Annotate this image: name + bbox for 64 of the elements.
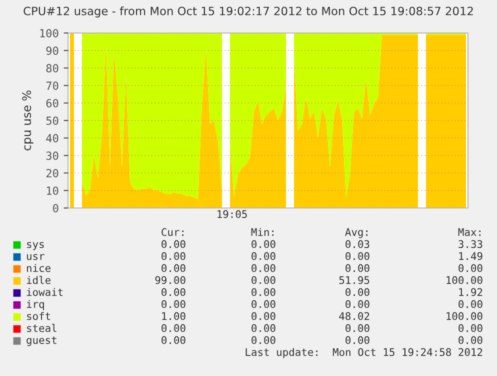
legend-label: sys — [27, 242, 44, 250]
text: 0.00 — [346, 300, 370, 308]
y-axis-title: cpu use % — [22, 90, 34, 150]
legend-label: usr — [26, 254, 44, 260]
legend-label: iowait — [26, 288, 63, 296]
text: 0.00 — [346, 288, 370, 296]
y-tick-label: 40 — [46, 134, 58, 142]
text: Avg: — [345, 228, 368, 238]
text: 0.00 — [252, 312, 276, 320]
text: 0.03 — [346, 240, 370, 248]
text: 100.00 — [446, 312, 482, 320]
y-tick-label: 70 — [46, 82, 58, 90]
text: 51.95 — [339, 276, 370, 284]
text: 0.00 — [252, 252, 276, 260]
text: 99.00 — [155, 276, 186, 284]
y-tick-label: 20 — [46, 169, 58, 178]
legend-label: soft — [27, 312, 50, 320]
text: 0.00 — [162, 252, 186, 260]
y-tick-label: 60 — [46, 99, 58, 108]
text: 0.00 — [346, 264, 370, 272]
text: 0.00 — [162, 300, 186, 308]
text: 1.00 — [162, 312, 186, 320]
y-tick-label: 10 — [46, 186, 58, 195]
text: 0.00 — [252, 324, 276, 332]
y-tick-label: 90 — [46, 46, 58, 55]
text: 0.00 — [458, 336, 482, 344]
text: 0.00 — [252, 240, 276, 248]
text: 0.00 — [346, 336, 370, 344]
text: Min: — [251, 228, 274, 236]
text: 1.49 — [459, 252, 482, 260]
y-tick-label: 50 — [46, 116, 58, 125]
text: 0.00 — [252, 264, 276, 272]
text: 1.92 — [459, 288, 482, 296]
y-tick-label: 100 — [40, 29, 58, 38]
y-tick-label: 0 — [53, 204, 58, 212]
text: 0.00 — [346, 324, 370, 332]
legend-label: steal — [27, 324, 56, 332]
text: 0.00 — [252, 336, 276, 344]
y-tick-label: 80 — [46, 64, 58, 72]
legend-label: irq — [26, 300, 44, 310]
text: 19:05 — [218, 210, 247, 218]
chart-title: CPU#12 usage - from Mon Oct 15 19:02:17 2012 to Mon Oct 15 19:08:57 2012 — [24, 6, 473, 18]
text: 3.33 — [458, 240, 482, 248]
text: 0.00 — [458, 264, 482, 272]
text: 0.00 — [162, 264, 186, 272]
legend-label: nice — [26, 264, 50, 272]
text: Cur: — [162, 228, 184, 236]
text: 0.00 — [162, 324, 186, 332]
y-tick-label: 30 — [46, 152, 58, 160]
text: 48.02 — [339, 312, 370, 320]
text: 0.00 — [252, 276, 276, 284]
text: Last update: Mon Oct 15 19:24:58 2012 — [246, 348, 482, 358]
legend-label: guest — [26, 336, 56, 346]
text: 0.00 — [162, 240, 186, 248]
text: 0.00 — [252, 300, 276, 308]
text: 0.00 — [162, 336, 186, 344]
text: 0.00 — [252, 288, 276, 296]
text: 0.00 — [346, 252, 370, 260]
legend-label: idle — [26, 276, 50, 284]
text: 0.00 — [458, 324, 482, 332]
text: Max: — [458, 228, 480, 236]
text: 0.00 — [162, 288, 186, 296]
text: 100.00 — [446, 276, 482, 284]
text: 0.00 — [458, 300, 482, 308]
